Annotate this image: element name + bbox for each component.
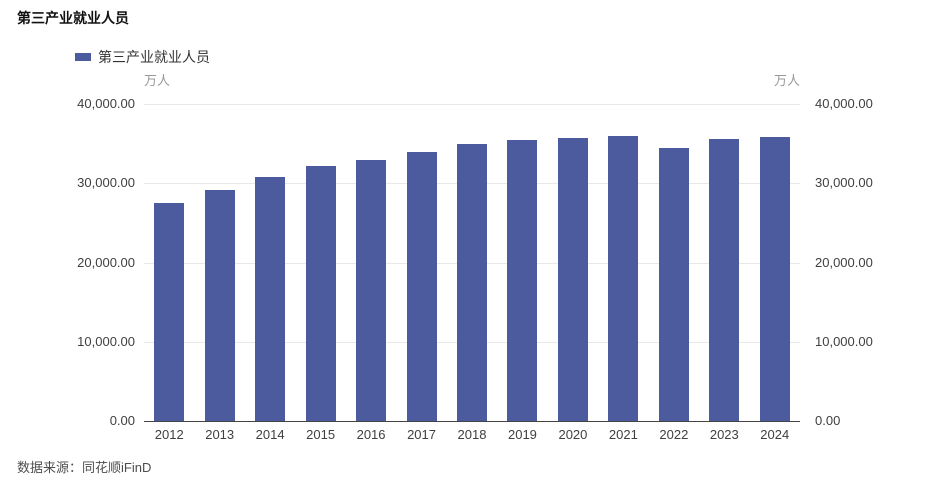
bar-2021[interactable] [608,136,639,421]
gridline-40000 [144,104,800,105]
bar-2014[interactable] [255,176,286,421]
x-tick-label-2024: 2024 [760,427,790,442]
plot-area [144,104,800,422]
bar-2023[interactable] [709,138,740,421]
bar-2020[interactable] [557,137,588,421]
right-axis-unit: 万人 [773,73,800,88]
legend-label: 第三产业就业人员 [98,49,210,65]
x-tick-label-2022: 2022 [659,427,689,442]
x-tick-label-2019: 2019 [507,427,537,442]
x-tick-label-2016: 2016 [356,427,386,442]
x-tick-label-2018: 2018 [457,427,487,442]
data-source: 数据来源：同花顺iFinD [17,460,152,475]
x-tick-label-2021: 2021 [608,427,638,442]
y-tick-label-40000: 40,000.00 [77,96,135,111]
left-axis-unit: 万人 [144,73,171,88]
y-tick-label-30000: 30,000.00 [77,175,135,191]
x-tick-label-2013: 2013 [205,427,235,442]
y-tick-label-40000: 40,000.00 [815,96,873,111]
x-tick-label-2023: 2023 [709,427,739,442]
x-tick-label-2015: 2015 [306,427,336,442]
bar-2024[interactable] [759,136,790,421]
y-axis-right: 0.00 10,000.00 20,000.00 30,000.00 40,000.00 [815,96,945,428]
page-title: 第三产业就业人员 [17,10,129,26]
y-tick-label-30000: 30,000.00 [815,175,873,191]
legend-marker-icon [75,53,91,61]
x-tick-label-2012: 2012 [154,427,184,442]
x-tick-label-2020: 2020 [558,427,588,442]
bar-2016[interactable] [356,159,387,421]
bar-2019[interactable] [507,140,538,421]
bar-2017[interactable] [406,151,437,421]
y-tick-label-10000: 10,000.00 [77,333,135,349]
bar-2013[interactable] [204,190,235,421]
x-axis: 2012 2013 2014 2015 2016 2017 2018 2019 2020 2021… [0,427,946,445]
y-tick-label-10000: 10,000.00 [815,333,873,349]
x-tick-label-2014: 2014 [255,427,285,442]
x-tick-label-2017: 2017 [407,427,436,442]
y-tick-label-20000: 20,000.00 [77,254,135,270]
y-tick-label-0: 0.00 [815,413,841,428]
bar-2022[interactable] [658,147,689,421]
y-tick-label-20000: 20,000.00 [815,254,873,270]
bar-2012[interactable] [154,203,185,421]
y-tick-label-0: 0.00 [109,413,135,428]
y-axis-left: 0.00 10,000.00 20,000.00 30,000.00 40,000.00 [0,96,135,428]
legend-item[interactable]: 第三产业就业人员 [75,47,210,67]
bar-2018[interactable] [457,144,487,421]
bar-2015[interactable] [305,165,336,421]
